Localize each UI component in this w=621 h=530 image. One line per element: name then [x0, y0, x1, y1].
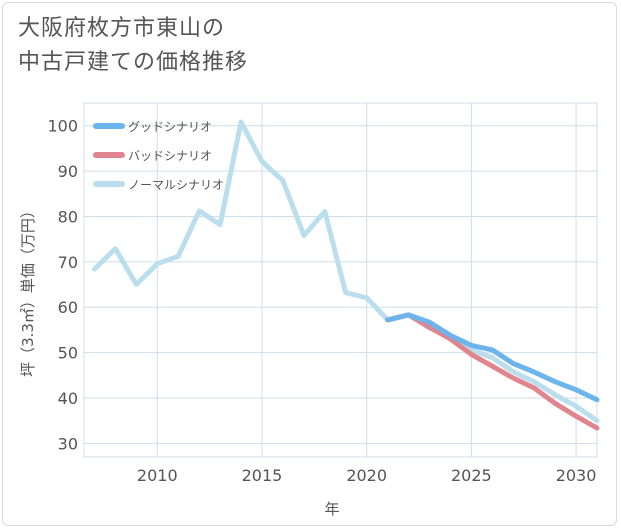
x-tick-label: 2030 — [556, 466, 597, 485]
x-tick-label: 2015 — [242, 466, 283, 485]
legend-label: グッドシナリオ — [128, 120, 212, 134]
chart-card — [2, 2, 617, 526]
grid-lines — [83, 102, 598, 458]
y-tick-label: 50 — [58, 344, 78, 363]
legend-label: ノーマルシナリオ — [128, 178, 224, 192]
y-tick-label: 90 — [58, 162, 78, 181]
y-tick-label: 30 — [58, 434, 78, 453]
series-layer — [92, 119, 600, 431]
series-line-1 — [385, 312, 600, 431]
legend-label: バッドシナリオ — [128, 149, 212, 163]
y-tick-label: 40 — [58, 389, 78, 408]
x-tick-label: 2010 — [137, 466, 178, 485]
y-tick-label: 60 — [58, 298, 78, 317]
plot-frame — [83, 102, 598, 458]
y-tick-label: 70 — [58, 253, 78, 272]
chart-title-line-2: 中古戸建ての価格推移 — [18, 50, 249, 75]
y-tick-label: 100 — [47, 117, 78, 136]
axis-ticks: 30 40 50 60 70 80 90 100 2010 2015 2020 2025 2030 — [47, 117, 596, 485]
x-axis-title: 年 — [324, 500, 339, 518]
y-tick-label: 80 — [58, 207, 78, 226]
series-line-2 — [92, 119, 600, 424]
x-tick-label: 2020 — [346, 466, 387, 485]
chart-title-line-1: 大阪府枚方市東山の — [18, 16, 226, 41]
chart-title: 大阪府枚方市東山の 中古戸建ての価格推移 — [18, 12, 248, 80]
series-line-0 — [385, 312, 600, 403]
y-axis-title: 坪（3.3㎡）単価（万円） — [19, 203, 37, 377]
x-tick-label: 2025 — [451, 466, 492, 485]
